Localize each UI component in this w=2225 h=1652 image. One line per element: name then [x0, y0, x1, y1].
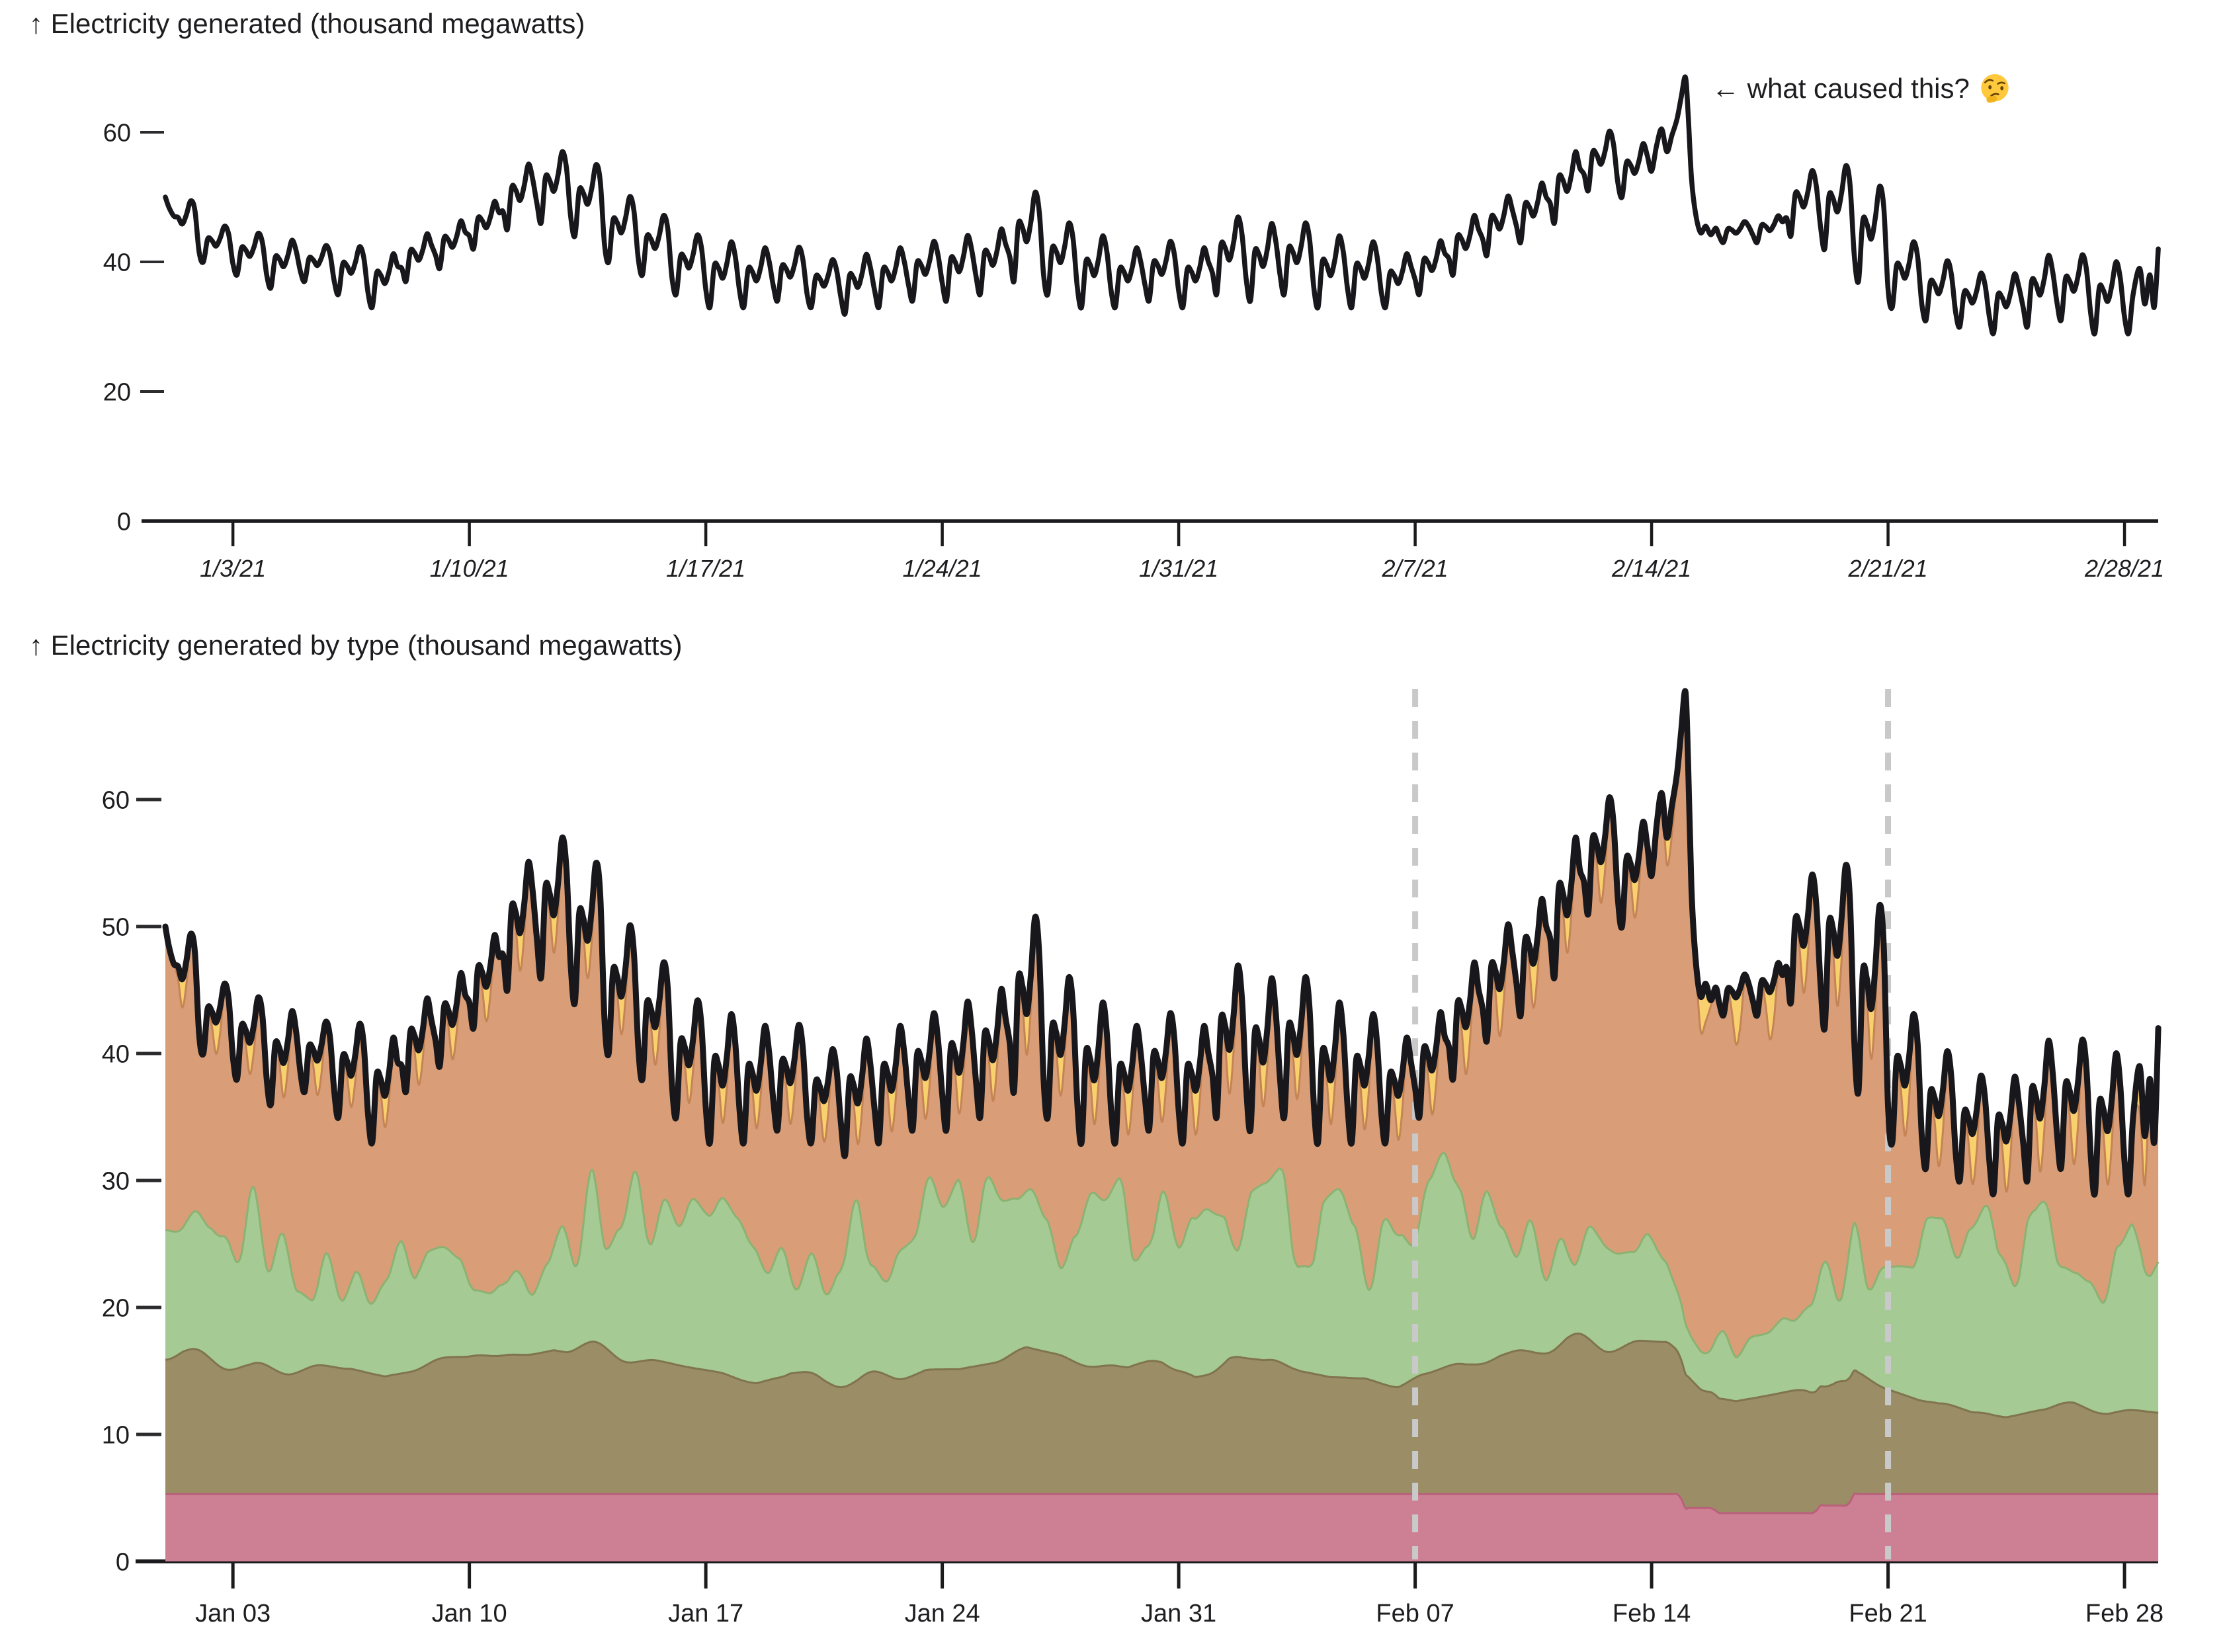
- chart1-y-tick-label: 0: [117, 508, 131, 536]
- chart2-area-edge-nuclear: [165, 1492, 2159, 1514]
- chart1-x-tick-label: 2/14/21: [1611, 555, 1691, 582]
- chart1-annotation-text: ← what caused this?: [1712, 73, 1970, 104]
- chart2-area-wind: [165, 1153, 2159, 1417]
- chart2-x-tick-label: Jan 03: [195, 1600, 271, 1628]
- chart2-stacked-areas: [164, 690, 2160, 1561]
- chart2-area-coal: [165, 1333, 2159, 1514]
- chart2-y-tick-label: 50: [102, 913, 130, 941]
- chart1-x-tick-label: 1/17/21: [666, 555, 745, 582]
- chart1-x-tick-label: 2/21/21: [1848, 555, 1928, 582]
- chart1-x-tick-label: 2/7/21: [1382, 555, 1448, 582]
- chart2-y-tick-label: 0: [116, 1548, 130, 1576]
- chart2-y-tick-label: 30: [102, 1167, 130, 1195]
- chart2-x-tick-label: Feb 21: [1849, 1600, 1927, 1628]
- chart1-x-tick-label: 1/10/21: [430, 555, 509, 582]
- chart1-y-tick-label: 20: [103, 378, 131, 406]
- chart2-x-tick-label: Jan 31: [1141, 1600, 1216, 1628]
- chart2-x-tick-label: Jan 17: [668, 1600, 743, 1628]
- thinking-face-emoji: [1981, 74, 2009, 103]
- chart2-area-edge-wind: [165, 1151, 2160, 1358]
- chart2-area-nuclear: [165, 1493, 2159, 1561]
- chart2-total-line: [162, 688, 2162, 1198]
- chart2-title: ↑ Electricity generated by type (thousan…: [29, 630, 683, 661]
- chart2-y-tick-label: 40: [102, 1040, 130, 1068]
- chart1-y-tick-label: 40: [103, 249, 131, 276]
- chart2-y-tick-label: 60: [102, 786, 130, 814]
- chart2-x-tick-label: Feb 07: [1376, 1600, 1454, 1628]
- chart2-y-tick-label: 10: [102, 1421, 130, 1449]
- chart2-area-solar: [165, 690, 2159, 1195]
- chart2-area-natural_gas: [165, 690, 2159, 1358]
- chart1-x-tick-label: 2/28/21: [2084, 555, 2164, 582]
- chart1-annotation: ← what caused this?: [1712, 73, 2011, 104]
- chart2-x-tick-label: Feb 14: [1613, 1600, 1691, 1628]
- chart1-x-tick-label: 1/3/21: [200, 555, 266, 582]
- chart2-area-edge-coal: [165, 1332, 2159, 1419]
- chart1-x-tick-label: 1/24/21: [903, 555, 982, 582]
- chart2-x-tick-label: Jan 10: [432, 1600, 507, 1628]
- chart1-total-line: [163, 74, 2161, 337]
- chart2-x-tick-label: Feb 28: [2085, 1600, 2163, 1628]
- chart1-y-tick-label: 60: [103, 119, 131, 147]
- chart2-y-tick-label: 20: [102, 1294, 130, 1322]
- chart1-title: ↑ Electricity generated (thousand megawa…: [29, 8, 585, 39]
- chart1-x-tick-label: 1/31/21: [1139, 555, 1218, 582]
- chart2-x-tick-label: Jan 24: [905, 1600, 980, 1628]
